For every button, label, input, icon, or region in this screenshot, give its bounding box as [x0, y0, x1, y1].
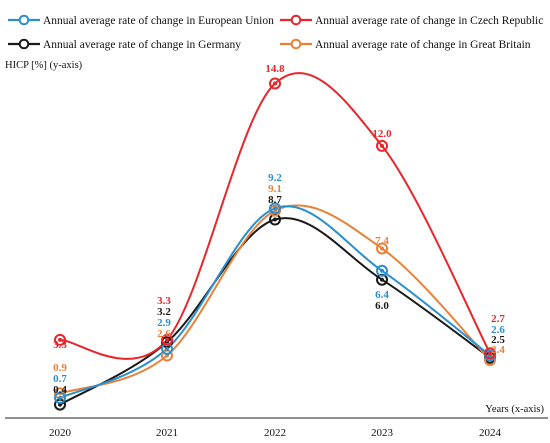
data-point-center — [380, 143, 384, 148]
data-label: 0.4 — [53, 384, 67, 396]
data-point — [54, 391, 66, 404]
x-tick-label: 2022 — [264, 427, 286, 439]
data-point-center — [273, 217, 277, 222]
x-tick-label: 2024 — [479, 427, 502, 439]
data-label: 7.4 — [375, 235, 389, 247]
data-label: 0.9 — [53, 362, 67, 374]
data-point-center — [58, 395, 62, 400]
data-point — [376, 273, 388, 286]
data-label: 9.1 — [268, 183, 282, 195]
data-point-center — [380, 277, 384, 282]
legend-label: Annual average rate of change in Germany — [43, 39, 241, 51]
data-label: 9.2 — [268, 172, 282, 184]
data-label: 2.7 — [491, 313, 505, 325]
data-labels: 3.30.90.70.43.33.22.92.69.29.18.714.812.… — [53, 63, 505, 396]
data-label: 6.4 — [375, 289, 389, 301]
data-point — [161, 333, 173, 346]
data-label: 2.6 — [157, 328, 171, 340]
legend-marker — [18, 14, 30, 26]
legend-entry: Annual average rate of change in Germany — [8, 38, 241, 51]
x-axis-label: Years (x-axis) — [485, 404, 544, 415]
legend-label: Annual average rate of change in Great B… — [315, 39, 531, 51]
data-point — [54, 333, 66, 346]
data-point-center — [380, 268, 384, 273]
x-tick-label: 2020 — [49, 427, 72, 439]
legend-entry: Annual average rate of change in Czech R… — [280, 14, 543, 27]
legend-label: Annual average rate of change in Czech R… — [315, 15, 543, 27]
data-label: 2.4 — [491, 344, 505, 356]
series-line — [59, 204, 491, 395]
data-label: 14.8 — [265, 63, 285, 75]
series-markers — [54, 77, 496, 411]
series-lines — [59, 72, 491, 406]
data-point — [269, 213, 281, 226]
data-label: 2.6 — [491, 324, 505, 336]
legend: Annual average rate of change in Europea… — [8, 14, 543, 51]
data-point-center — [488, 351, 492, 356]
data-point-center — [380, 246, 384, 251]
x-ticks: 2020 2021 2022 2023 2024 — [49, 427, 502, 439]
data-label: 3.3 — [157, 295, 171, 307]
data-point-center — [165, 337, 169, 342]
series-line — [59, 217, 491, 406]
legend-entry: Annual average rate of change in Europea… — [8, 14, 274, 27]
data-point — [376, 242, 388, 255]
data-label: 2.9 — [157, 317, 171, 329]
data-label: 2.5 — [491, 334, 505, 346]
data-point — [269, 77, 281, 90]
x-tick-label: 2021 — [156, 427, 178, 439]
data-label: 6.0 — [375, 300, 389, 312]
data-label: 3.2 — [157, 306, 171, 318]
data-point-center — [58, 337, 62, 342]
data-label: 12.0 — [372, 128, 392, 140]
series-line — [59, 205, 491, 399]
data-point-center — [165, 346, 169, 351]
y-axis-label: HICP [%] (y-axis) — [5, 60, 83, 71]
data-point — [376, 264, 388, 277]
data-point — [376, 139, 388, 152]
legend-marker — [290, 14, 302, 26]
legend-marker — [18, 38, 30, 50]
data-point — [161, 342, 173, 355]
x-tick-label: 2023 — [371, 427, 394, 439]
data-label: 0.7 — [53, 373, 67, 385]
data-point-center — [273, 206, 277, 211]
data-point — [269, 202, 281, 215]
data-point — [484, 347, 496, 360]
data-label: 3.3 — [53, 339, 67, 351]
data-point-center — [273, 81, 277, 86]
legend-label: Annual average rate of change in Europea… — [43, 15, 274, 27]
legend-marker — [290, 38, 302, 50]
legend-entry: Annual average rate of change in Great B… — [280, 38, 531, 51]
data-label: 8.7 — [268, 194, 282, 206]
